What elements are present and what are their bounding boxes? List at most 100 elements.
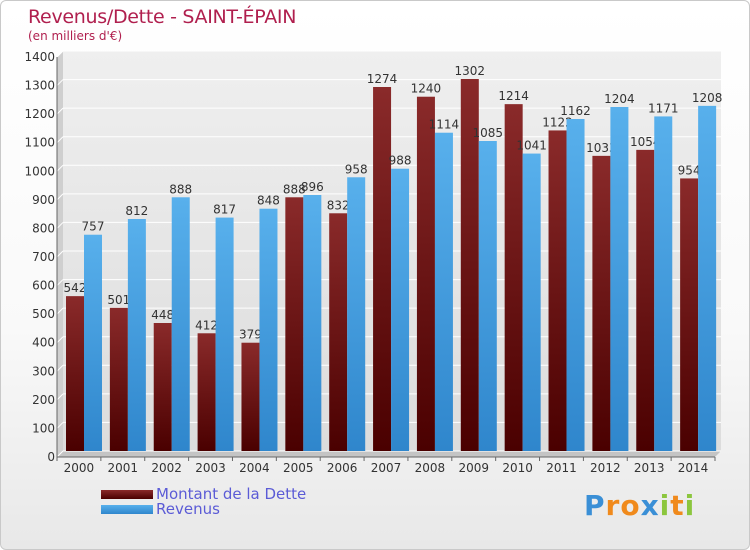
debt-bar — [504, 104, 523, 452]
logo-letter: x — [640, 489, 660, 522]
debt-bar — [373, 87, 392, 451]
debt-value-label: 1274 — [367, 72, 398, 86]
y-tick-label: 100 — [32, 421, 55, 435]
debt-value-label: 542 — [64, 281, 87, 295]
x-tick-label: 2003 — [195, 461, 226, 475]
x-tick-label: 2013 — [634, 461, 665, 475]
debt-value-label: 412 — [195, 318, 218, 332]
x-tick-label: 2002 — [151, 461, 182, 475]
y-tick-label: 1100 — [24, 136, 55, 150]
gridline-wall — [56, 193, 64, 201]
legend-swatch-revenue — [101, 505, 153, 514]
x-tick-label: 2007 — [371, 461, 402, 475]
revenue-value-label: 817 — [213, 203, 236, 217]
y-tick-label: 1400 — [24, 50, 55, 64]
debt-value-label: 448 — [151, 308, 174, 322]
revenue-bar — [654, 116, 673, 451]
gridline-wall — [56, 393, 64, 401]
debt-bar — [66, 296, 84, 451]
legend-swatch-debt — [101, 490, 153, 499]
debt-bar — [548, 130, 567, 451]
debt-value-label: 1054 — [630, 135, 661, 149]
proxiti-logo: Proxiti — [584, 489, 695, 522]
revenue-bar — [698, 105, 717, 451]
revenue-value-label: 988 — [389, 154, 412, 168]
y-tick-label: 400 — [32, 336, 55, 350]
revenue-value-label: 896 — [301, 180, 324, 194]
revenue-bar — [347, 177, 366, 452]
revenue-value-label: 1114 — [429, 118, 460, 132]
debt-value-label: 1214 — [498, 89, 529, 103]
debt-bar — [109, 307, 128, 451]
y-tick-label: 900 — [32, 193, 55, 207]
x-tick-label: 2014 — [678, 461, 709, 475]
y-tick-label: 200 — [32, 393, 55, 407]
gridline-wall — [56, 336, 64, 344]
logo-letter: o — [620, 489, 641, 522]
x-tick-label: 2009 — [458, 461, 489, 475]
logo-letter: t — [670, 489, 685, 522]
revenue-bar — [303, 195, 322, 451]
x-tick-label: 2001 — [108, 461, 139, 475]
revenue-value-label: 1171 — [648, 101, 679, 115]
x-tick-label: 2008 — [415, 461, 446, 475]
revenue-bar — [610, 107, 629, 451]
gridline-wall — [56, 279, 64, 286]
revenue-bar — [84, 234, 102, 451]
logo-letter: P — [584, 489, 606, 522]
y-tick-label: 500 — [32, 307, 55, 321]
gridline-wall — [56, 222, 64, 229]
revenue-value-label: 958 — [345, 162, 368, 176]
x-tick-label: 2011 — [546, 461, 577, 475]
y-tick-label: 300 — [32, 364, 55, 378]
revenue-bar — [127, 219, 146, 451]
legend-label-revenue: Revenus — [156, 500, 220, 518]
logo-letter: r — [605, 489, 621, 522]
revenue-bar — [259, 208, 278, 451]
revenue-bar — [391, 168, 410, 451]
revenue-value-label: 888 — [169, 182, 192, 196]
debt-value-label: 1302 — [455, 64, 486, 78]
debt-value-label: 1122 — [542, 115, 573, 129]
revenue-value-label: 848 — [257, 194, 280, 208]
debt-value-label: 1033 — [586, 141, 617, 155]
revenue-bar — [171, 197, 190, 451]
debt-bar — [636, 149, 655, 451]
gridline-wall — [56, 364, 64, 372]
x-tick-label: 2000 — [64, 461, 95, 475]
x-tick-label: 2005 — [283, 461, 314, 475]
gridline-wall — [56, 450, 64, 458]
revenue-value-label: 1162 — [560, 104, 591, 118]
debt-value-label: 501 — [107, 293, 130, 307]
gridline-wall — [56, 164, 64, 172]
y-tick-label: 600 — [32, 279, 55, 293]
logo-letter: i — [684, 489, 696, 522]
debt-value-label: 832 — [327, 198, 350, 212]
gridline-wall — [56, 307, 64, 315]
chart-title: Revenus/Dette - SAINT-ÉPAIN — [28, 6, 297, 28]
debt-bar — [197, 333, 216, 451]
y-tick-label: 0 — [47, 450, 55, 464]
debt-value-label: 1240 — [411, 82, 442, 96]
revenue-value-label: 1208 — [692, 91, 723, 105]
legend-label-debt: Montant de la Dette — [156, 485, 307, 503]
revenue-bar — [434, 132, 453, 451]
debt-value-label: 888 — [283, 182, 306, 196]
y-tick-label: 1300 — [24, 79, 55, 93]
gridline-wall — [56, 50, 64, 58]
debt-bar — [416, 96, 435, 451]
revenue-bar — [522, 153, 541, 452]
debt-bar — [241, 342, 260, 451]
x-tick-label: 2006 — [327, 461, 358, 475]
gridline-wall — [56, 422, 64, 429]
debt-bar — [285, 197, 304, 451]
revenue-value-label: 757 — [82, 220, 105, 234]
revenue-value-label: 1204 — [604, 92, 635, 106]
y-tick-label: 1000 — [24, 164, 55, 178]
debt-bar — [592, 155, 611, 451]
debt-bar — [153, 323, 172, 451]
x-tick-label: 2004 — [239, 461, 270, 475]
gridline-wall — [56, 79, 64, 86]
